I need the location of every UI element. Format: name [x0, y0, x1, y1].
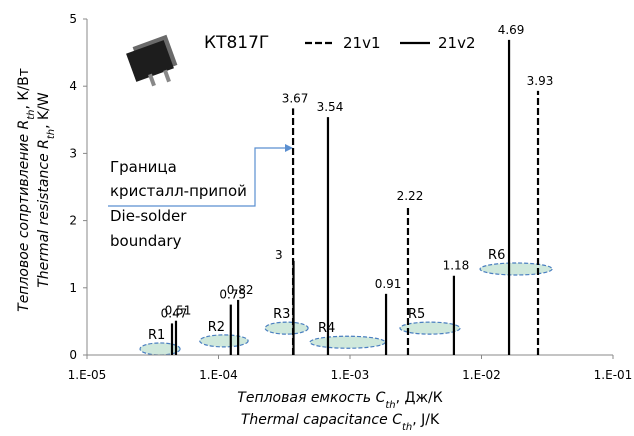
region-ellipse	[200, 335, 248, 347]
x-axis-title-text: Thermal capacitance C	[241, 412, 402, 428]
x-axis-title-unit: , Дж/К	[396, 390, 443, 406]
region-ellipse	[310, 336, 385, 348]
x-tick-label: 1.E-02	[462, 368, 501, 382]
data-label: 0.82	[227, 283, 254, 297]
y-tick-label: 1	[69, 281, 77, 295]
data-label: 3.93	[527, 74, 554, 88]
data-label: 0.91	[375, 277, 402, 291]
data-label: 3.54	[317, 100, 344, 114]
annotation-text: Die-solder	[110, 207, 187, 225]
x-axis-title-unit: , J/K	[412, 412, 440, 428]
region-label: R5	[408, 307, 425, 322]
x-axis-title-sub: th	[385, 400, 395, 411]
x-axis-title-sub: th	[402, 422, 412, 433]
region-ellipse	[140, 343, 180, 355]
region-label: R4	[318, 321, 335, 336]
x-axis-title-text: Тепловая емкость C	[237, 390, 385, 406]
annotation-text: кристалл-припой	[110, 182, 247, 200]
y-axis-title-sub: th	[46, 129, 57, 139]
region-ellipse	[265, 322, 308, 334]
data-label: 2.22	[397, 189, 424, 203]
annotation-text: boundary	[110, 232, 182, 250]
y-tick-label: 3	[69, 146, 77, 160]
y-axis-title-text: Тепловое сопртивление R	[16, 120, 32, 312]
region-label: R6	[488, 248, 505, 263]
y-axis-title-unit: , K/W	[36, 92, 52, 129]
y-axis-title-sub: th	[26, 109, 37, 119]
x-tick-label: 1.E-04	[199, 368, 238, 382]
legend-label: 21v2	[438, 34, 476, 52]
data-label: 3.67	[282, 91, 309, 105]
x-tick-label: 1.E-03	[331, 368, 370, 382]
data-label: 0.51	[165, 304, 192, 318]
y-axis-title-text: Thermal resistance R	[36, 139, 52, 288]
region-label: R3	[273, 307, 290, 322]
region-ellipse	[480, 263, 552, 275]
region-label: R2	[208, 320, 225, 335]
y-axis-title-unit: , К/Вт	[16, 68, 32, 109]
y-tick-label: 4	[69, 79, 77, 93]
annotation-text: Граница	[110, 158, 177, 176]
chart-title: КТ817Г	[204, 33, 269, 53]
legend-label: 21v1	[343, 34, 381, 52]
data-label: 4.69	[498, 23, 525, 37]
x-tick-label: 1.E-05	[68, 368, 107, 382]
x-tick-label: 1.E-01	[594, 368, 633, 382]
data-label: 1.18	[443, 259, 470, 273]
y-tick-label: 5	[69, 12, 77, 26]
y-tick-label: 0	[69, 348, 77, 362]
annotation-text: 3	[275, 248, 283, 262]
region-label: R1	[148, 328, 165, 343]
y-tick-label: 2	[69, 214, 77, 228]
chart: КТ817Г 21v121v2 Граница кристалл-припой …	[0, 0, 634, 432]
